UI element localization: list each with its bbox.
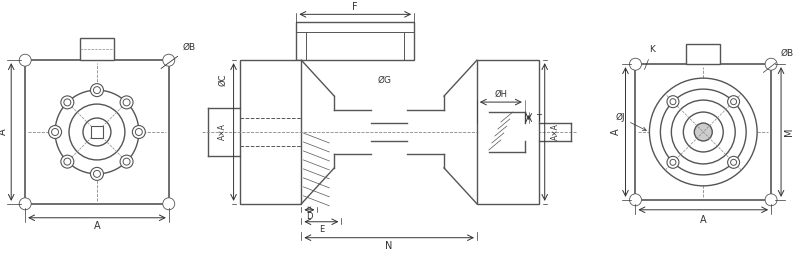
Text: T: T xyxy=(536,113,541,122)
Text: ØB: ØB xyxy=(763,49,793,72)
Circle shape xyxy=(120,96,133,109)
Circle shape xyxy=(83,118,111,146)
Text: ØH: ØH xyxy=(494,90,507,99)
Circle shape xyxy=(19,54,31,66)
Text: K: K xyxy=(644,45,654,70)
Text: F: F xyxy=(352,2,358,12)
Circle shape xyxy=(683,112,723,152)
Circle shape xyxy=(659,89,745,175)
Circle shape xyxy=(69,104,125,160)
Bar xyxy=(634,64,770,200)
Circle shape xyxy=(629,194,641,206)
Circle shape xyxy=(55,90,139,174)
Circle shape xyxy=(669,159,675,165)
Circle shape xyxy=(649,78,756,186)
Circle shape xyxy=(163,198,175,210)
Circle shape xyxy=(19,198,31,210)
Bar xyxy=(239,60,301,204)
Circle shape xyxy=(670,100,735,164)
Bar xyxy=(476,60,538,204)
Text: ØG: ØG xyxy=(377,76,391,85)
Circle shape xyxy=(91,84,103,97)
Circle shape xyxy=(61,96,74,109)
Circle shape xyxy=(694,123,711,141)
Text: A: A xyxy=(0,129,8,135)
Text: N: N xyxy=(385,241,392,251)
Circle shape xyxy=(669,99,675,105)
Circle shape xyxy=(123,99,130,106)
Bar xyxy=(80,38,114,60)
Circle shape xyxy=(93,87,100,94)
Text: A: A xyxy=(94,221,100,231)
Circle shape xyxy=(764,58,776,70)
Text: M: M xyxy=(783,128,793,136)
Circle shape xyxy=(132,126,145,139)
Circle shape xyxy=(666,96,678,108)
Circle shape xyxy=(93,170,100,177)
Bar xyxy=(91,126,103,138)
Bar xyxy=(25,60,168,204)
Circle shape xyxy=(666,156,678,168)
Circle shape xyxy=(64,158,71,165)
Text: E: E xyxy=(318,225,323,234)
Bar xyxy=(686,44,719,64)
Circle shape xyxy=(51,129,59,135)
Circle shape xyxy=(727,156,739,168)
Text: D: D xyxy=(306,212,312,221)
Circle shape xyxy=(764,194,776,206)
Text: A: A xyxy=(610,129,620,135)
Text: ØB: ØB xyxy=(161,43,196,69)
Bar xyxy=(296,22,414,60)
Text: A×A: A×A xyxy=(218,123,227,140)
Text: A×A: A×A xyxy=(550,123,560,140)
Circle shape xyxy=(91,167,103,180)
Circle shape xyxy=(123,158,130,165)
Text: ØJ: ØJ xyxy=(615,113,646,130)
Circle shape xyxy=(730,159,735,165)
Text: ØC: ØC xyxy=(218,74,227,86)
Circle shape xyxy=(730,99,735,105)
Text: A: A xyxy=(699,215,706,225)
Circle shape xyxy=(629,58,641,70)
Circle shape xyxy=(49,126,62,139)
Circle shape xyxy=(64,99,71,106)
Circle shape xyxy=(136,129,142,135)
Circle shape xyxy=(120,155,133,168)
Circle shape xyxy=(727,96,739,108)
Circle shape xyxy=(163,54,175,66)
Circle shape xyxy=(61,155,74,168)
